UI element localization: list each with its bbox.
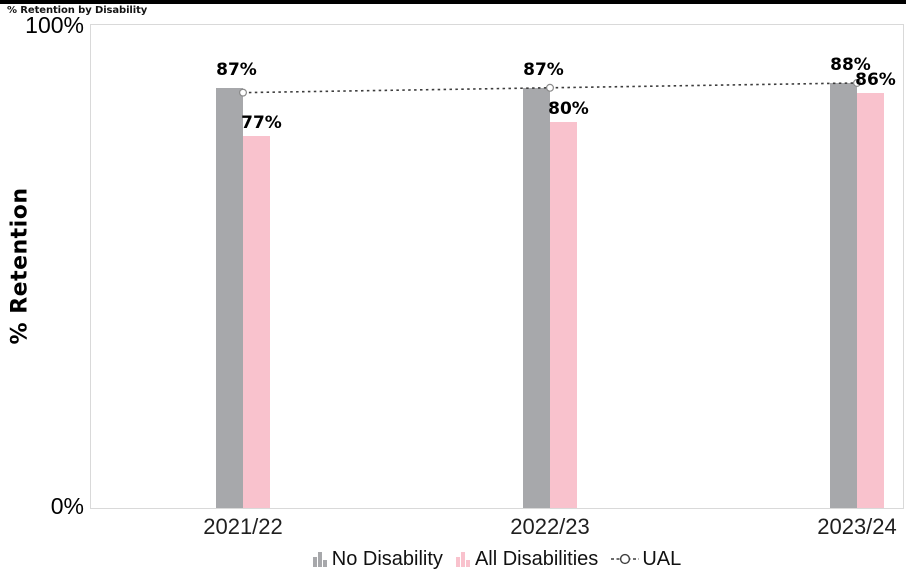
bar-label-no-disability-2023-24: 88%: [830, 54, 871, 75]
y-axis-tick-0: 0%: [50, 493, 84, 519]
x-axis-tick-2021-22: 2021/22: [203, 514, 283, 539]
legend-item-ual: UAL: [611, 548, 681, 571]
x-axis-tick-2022-23: 2022/23: [510, 514, 590, 539]
bar-no-disability-2022-23: [523, 87, 550, 508]
bar-label-all-disabilities-2022-23: 80%: [548, 98, 589, 119]
bar-all-disabilities-2023-24: [857, 92, 884, 508]
bar-all-disabilities-2022-23: [550, 121, 577, 508]
x-axis-tick-2023-24: 2023/24: [817, 514, 897, 539]
ual-marker-2023-24: [852, 78, 861, 87]
bar-label-no-disability-2021-22: 87%: [216, 59, 257, 80]
legend-item-all-disabilities: All Disabilities: [455, 547, 599, 571]
legend-label-no-disability: No Disability: [331, 547, 443, 570]
legend-label-ual: UAL: [642, 547, 682, 570]
bar-all-disabilities-2021-22: [243, 136, 270, 508]
dashed-line-circle-icon: [611, 553, 640, 565]
ual-marker-2021-22: [239, 88, 248, 97]
legend: No Disability All Disabilities UAL: [90, 545, 904, 573]
mini-bar-chart-icon: [455, 551, 470, 567]
window-top-border: [0, 0, 906, 4]
y-axis-tick-100: 100%: [25, 12, 84, 38]
ual-trend-line: [239, 78, 861, 97]
chart-title: % Retention by Disability: [7, 5, 148, 16]
y-axis-title: % Retention: [7, 187, 33, 345]
mini-bar-chart-icon: [312, 551, 327, 567]
bar-label-all-disabilities-2021-22: 77%: [241, 113, 282, 134]
plot-area: 87% 77% 87% 80% 88% 86%: [90, 24, 904, 509]
legend-label-all-disabilities: All Disabilities: [474, 547, 599, 570]
bar-no-disability-2021-22: [216, 87, 243, 508]
legend-item-no-disability: No Disability: [312, 547, 443, 571]
bar-no-disability-2023-24: [830, 82, 857, 508]
ual-marker-2022-23: [546, 83, 555, 92]
bar-label-no-disability-2022-23: 87%: [523, 59, 564, 80]
bar-label-all-disabilities-2023-24: 86%: [855, 69, 896, 90]
